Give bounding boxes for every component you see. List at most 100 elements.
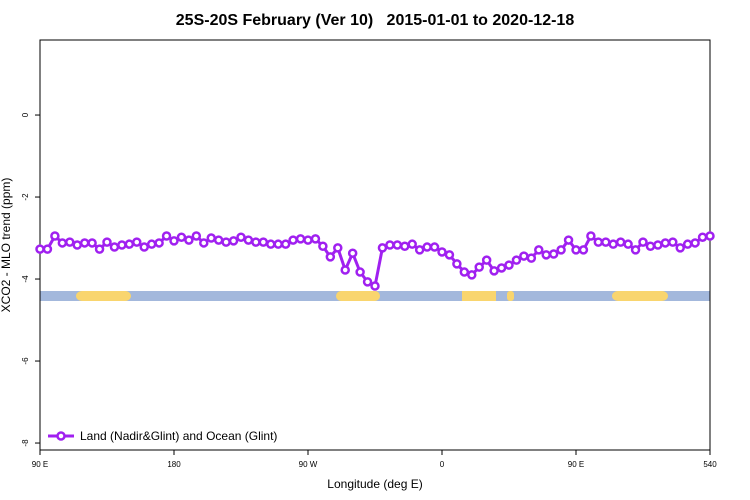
data-point <box>161 231 172 241</box>
data-point <box>452 259 462 269</box>
data-point <box>154 238 164 248</box>
data-point <box>437 247 447 257</box>
data-point <box>690 238 700 248</box>
x-axis-label: Longitude (deg E) <box>327 477 422 491</box>
y-tick-label: 0 <box>21 112 30 117</box>
data-point <box>124 239 135 249</box>
data-point <box>273 239 283 249</box>
data-point <box>534 245 544 255</box>
data-point <box>199 238 209 248</box>
data-point <box>481 255 492 265</box>
data-point <box>35 244 45 254</box>
x-tick-label: 90 E <box>568 460 584 469</box>
data-point <box>117 240 127 250</box>
chart-title: 25S-20S February (Ver 10) 2015-01-01 to … <box>176 12 575 29</box>
data-point <box>109 242 120 252</box>
data-point <box>608 239 618 249</box>
data-point <box>370 281 380 291</box>
data-point <box>601 237 611 247</box>
data-point <box>593 237 604 247</box>
data-point <box>65 237 75 247</box>
data-point <box>377 243 388 253</box>
data-point <box>79 238 90 248</box>
data-point <box>414 245 425 255</box>
x-tick-label: 0 <box>440 460 445 469</box>
data-point <box>400 241 410 251</box>
y-tick-label: -6 <box>21 357 30 365</box>
data-point <box>318 241 328 251</box>
data-point <box>102 237 112 247</box>
y-axis-label: XCO2 - MLO trend (ppm) <box>0 178 13 313</box>
data-point <box>668 237 678 247</box>
data-point <box>660 238 671 248</box>
data-point <box>429 242 440 252</box>
data-point <box>57 238 68 248</box>
data-point <box>310 234 321 244</box>
data-point <box>682 239 693 249</box>
data-point <box>705 231 715 241</box>
data-point <box>548 249 559 259</box>
data-point <box>176 232 187 242</box>
land-ocean-band <box>40 291 710 301</box>
data-point <box>213 235 224 245</box>
data-point <box>169 236 179 246</box>
data-point <box>586 231 596 241</box>
data-point <box>496 263 507 273</box>
x-tick-label: 540 <box>703 460 717 469</box>
data-point <box>146 239 157 249</box>
data-point <box>474 262 484 272</box>
data-point <box>645 241 656 251</box>
data-point <box>638 237 648 247</box>
data-point <box>541 250 551 260</box>
x-tick-label: 90 W <box>299 460 318 469</box>
legend-marker <box>56 431 66 441</box>
land-segment <box>462 291 496 301</box>
data-point <box>571 245 581 255</box>
data-point <box>295 234 306 244</box>
data-point <box>615 237 626 247</box>
data-point <box>288 235 298 245</box>
data-point <box>392 240 403 250</box>
data-point <box>206 233 216 243</box>
data-point <box>355 267 365 277</box>
data-point <box>630 245 641 255</box>
data-point <box>489 266 499 276</box>
data-point <box>132 237 142 247</box>
data-point <box>228 236 239 246</box>
data-point <box>511 255 522 265</box>
y-tick-label: -8 <box>21 439 30 447</box>
data-point <box>653 240 663 250</box>
data-point <box>303 235 313 245</box>
data-point <box>258 237 269 247</box>
legend-label: Land (Nadir&Glint) and Ocean (Glint) <box>80 429 277 443</box>
land-segment <box>336 291 380 301</box>
data-point <box>184 235 194 245</box>
data-point <box>563 235 574 245</box>
data-point <box>519 251 529 261</box>
data-point <box>675 243 685 253</box>
data-point <box>325 252 336 262</box>
data-point <box>347 248 358 258</box>
data-point <box>139 242 149 252</box>
land-segment <box>507 291 514 301</box>
data-point <box>467 270 477 280</box>
data-point <box>50 231 60 241</box>
data-point <box>42 244 53 254</box>
data-point <box>407 239 417 249</box>
x-tick-label: 180 <box>167 460 181 469</box>
data-point <box>94 244 105 254</box>
land-segment <box>612 291 668 301</box>
data-point <box>333 243 343 253</box>
data-point <box>385 240 395 250</box>
x-tick-label: 90 E <box>32 460 48 469</box>
data-point <box>191 231 202 241</box>
data-point <box>251 237 261 247</box>
data-point <box>87 238 97 248</box>
data-point <box>623 239 633 249</box>
data-point <box>243 235 254 245</box>
data-point <box>504 260 514 270</box>
data-point <box>266 239 276 249</box>
data-point <box>280 239 291 249</box>
y-tick-label: -4 <box>21 275 30 283</box>
